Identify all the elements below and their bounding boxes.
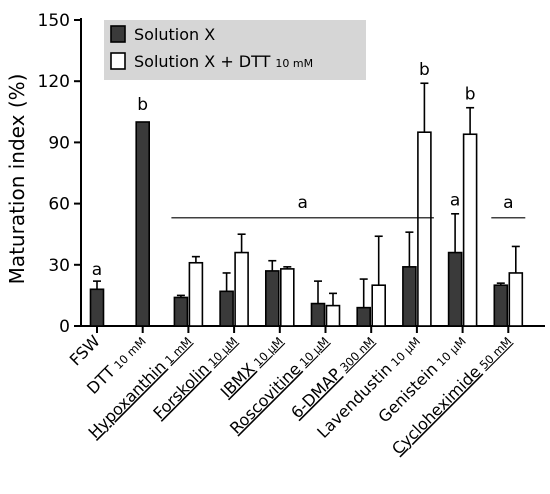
significance-letter: b — [465, 85, 476, 105]
bar-solution-x — [356, 306, 372, 327]
bar-solution-x — [135, 121, 150, 327]
significance-letter: a — [297, 193, 307, 213]
x-tick-label-concentration: 10 μM — [205, 334, 240, 369]
y-tick-label: 150 — [38, 11, 70, 31]
legend-swatch — [110, 52, 126, 70]
significance-letter: a — [503, 193, 513, 213]
x-tick-label-name: IBMX — [217, 359, 259, 401]
bar-solution-x-dtt — [462, 133, 478, 327]
significance-letter: a — [450, 191, 460, 211]
bar-solution-x-dtt — [417, 131, 432, 327]
bar-solution-x-dtt — [371, 284, 387, 327]
y-tick-label: 30 — [48, 256, 70, 276]
x-tick-label-concentration: 10 μM — [434, 334, 469, 369]
x-tick-label: FSW — [66, 331, 104, 369]
bar-solution-x — [173, 296, 189, 327]
bar-solution-x — [219, 290, 234, 327]
x-tick-label-concentration: 10 μM — [297, 334, 332, 369]
x-tick-label-concentration: 1 mM — [162, 334, 195, 367]
x-tick-label-concentration: 10 mM — [111, 334, 149, 372]
x-tick-label-concentration: 50 mM — [477, 334, 515, 372]
y-tick-label: 120 — [38, 72, 70, 92]
bar-solution-x — [89, 288, 105, 327]
y-tick-label: 90 — [48, 133, 70, 153]
legend-swatch — [110, 25, 126, 43]
bar-solution-x-dtt — [234, 251, 249, 327]
bar-solution-x-dtt — [188, 261, 204, 327]
y-axis-title: Maturation index (%) — [5, 74, 29, 285]
legend-box — [104, 20, 366, 80]
x-tick-label-concentration: 10 μM — [388, 334, 423, 369]
legend-label: Solution X + DTT 10 mM — [134, 52, 313, 71]
x-tick-label-concentration: 300 nM — [337, 334, 377, 374]
legend-label-name: Solution X — [134, 25, 215, 44]
legend: Solution X Solution X + DTT 10 mM — [104, 20, 366, 80]
x-tick-label-name: DTT — [83, 362, 119, 398]
bar-solution-x — [447, 251, 463, 327]
y-tick-label: 60 — [48, 195, 70, 215]
bar-solution-x-dtt — [279, 268, 295, 327]
bars — [89, 82, 524, 333]
bar-solution-x — [264, 270, 280, 327]
annotations: a b a b a b a — [92, 60, 526, 280]
bar-solution-x — [402, 266, 417, 327]
bar-solution-x-dtt — [325, 304, 341, 327]
legend-label-name: Solution X + DTT — [134, 52, 271, 71]
legend-label: Solution X — [134, 25, 215, 44]
legend-label-concentration: 10 mM — [275, 57, 313, 70]
bar-solution-x — [310, 302, 326, 327]
x-tick-label-name: FSW — [66, 331, 104, 369]
x-tick-label-concentration: 10 μM — [251, 334, 286, 369]
axes: 0 30 60 90 120 150 Maturation index (%) — [5, 11, 545, 337]
bar-solution-x — [493, 284, 509, 327]
significance-letter: a — [92, 260, 102, 280]
bar-solution-x-dtt — [508, 272, 524, 327]
significance-letter: b — [137, 95, 148, 115]
y-tick-label: 0 — [59, 317, 70, 337]
significance-letter: b — [419, 60, 430, 80]
